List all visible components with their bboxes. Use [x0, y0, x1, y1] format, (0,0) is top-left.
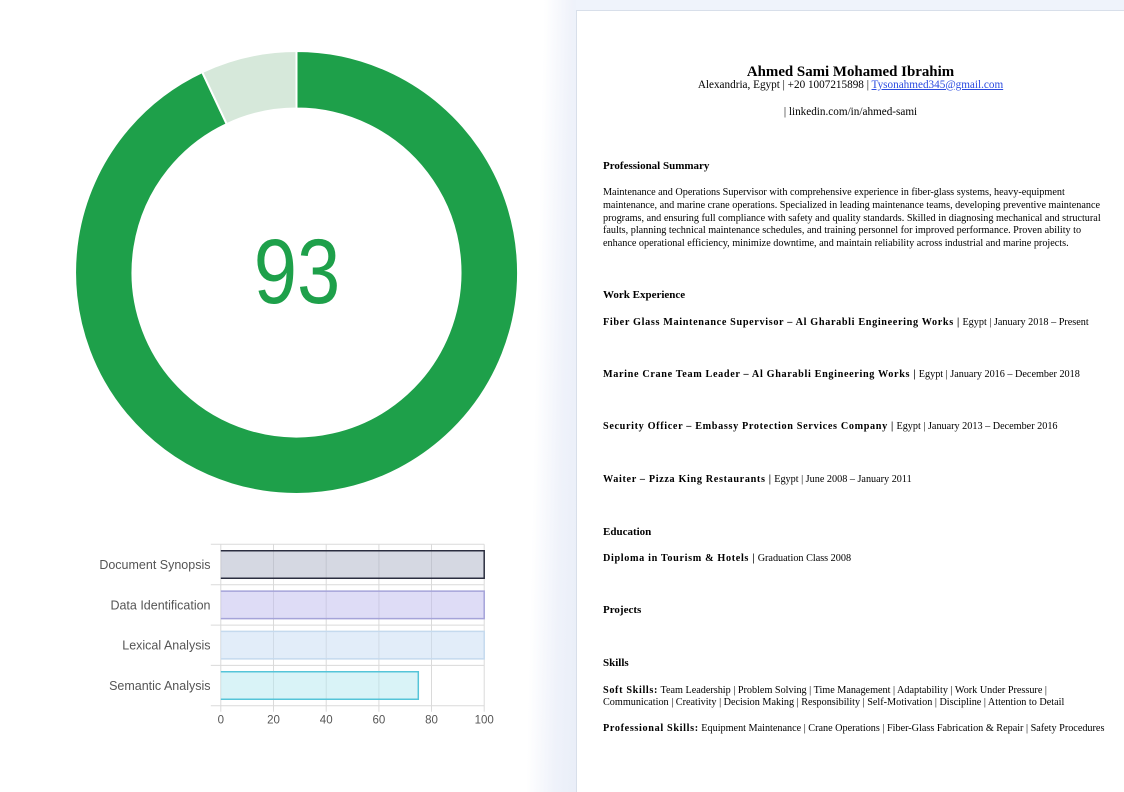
svg-text:Lexical Analysis: Lexical Analysis [122, 639, 210, 653]
svg-text:20: 20 [267, 715, 280, 727]
svg-text:Document Synopsis: Document Synopsis [99, 558, 210, 572]
svg-text:60: 60 [373, 715, 386, 727]
svg-text:100: 100 [475, 715, 494, 727]
svg-text:40: 40 [320, 715, 333, 727]
svg-text:Semantic Analysis: Semantic Analysis [109, 679, 210, 693]
svg-text:Data Identification: Data Identification [110, 598, 210, 612]
svg-text:80: 80 [425, 715, 438, 727]
svg-text:0: 0 [218, 715, 224, 727]
